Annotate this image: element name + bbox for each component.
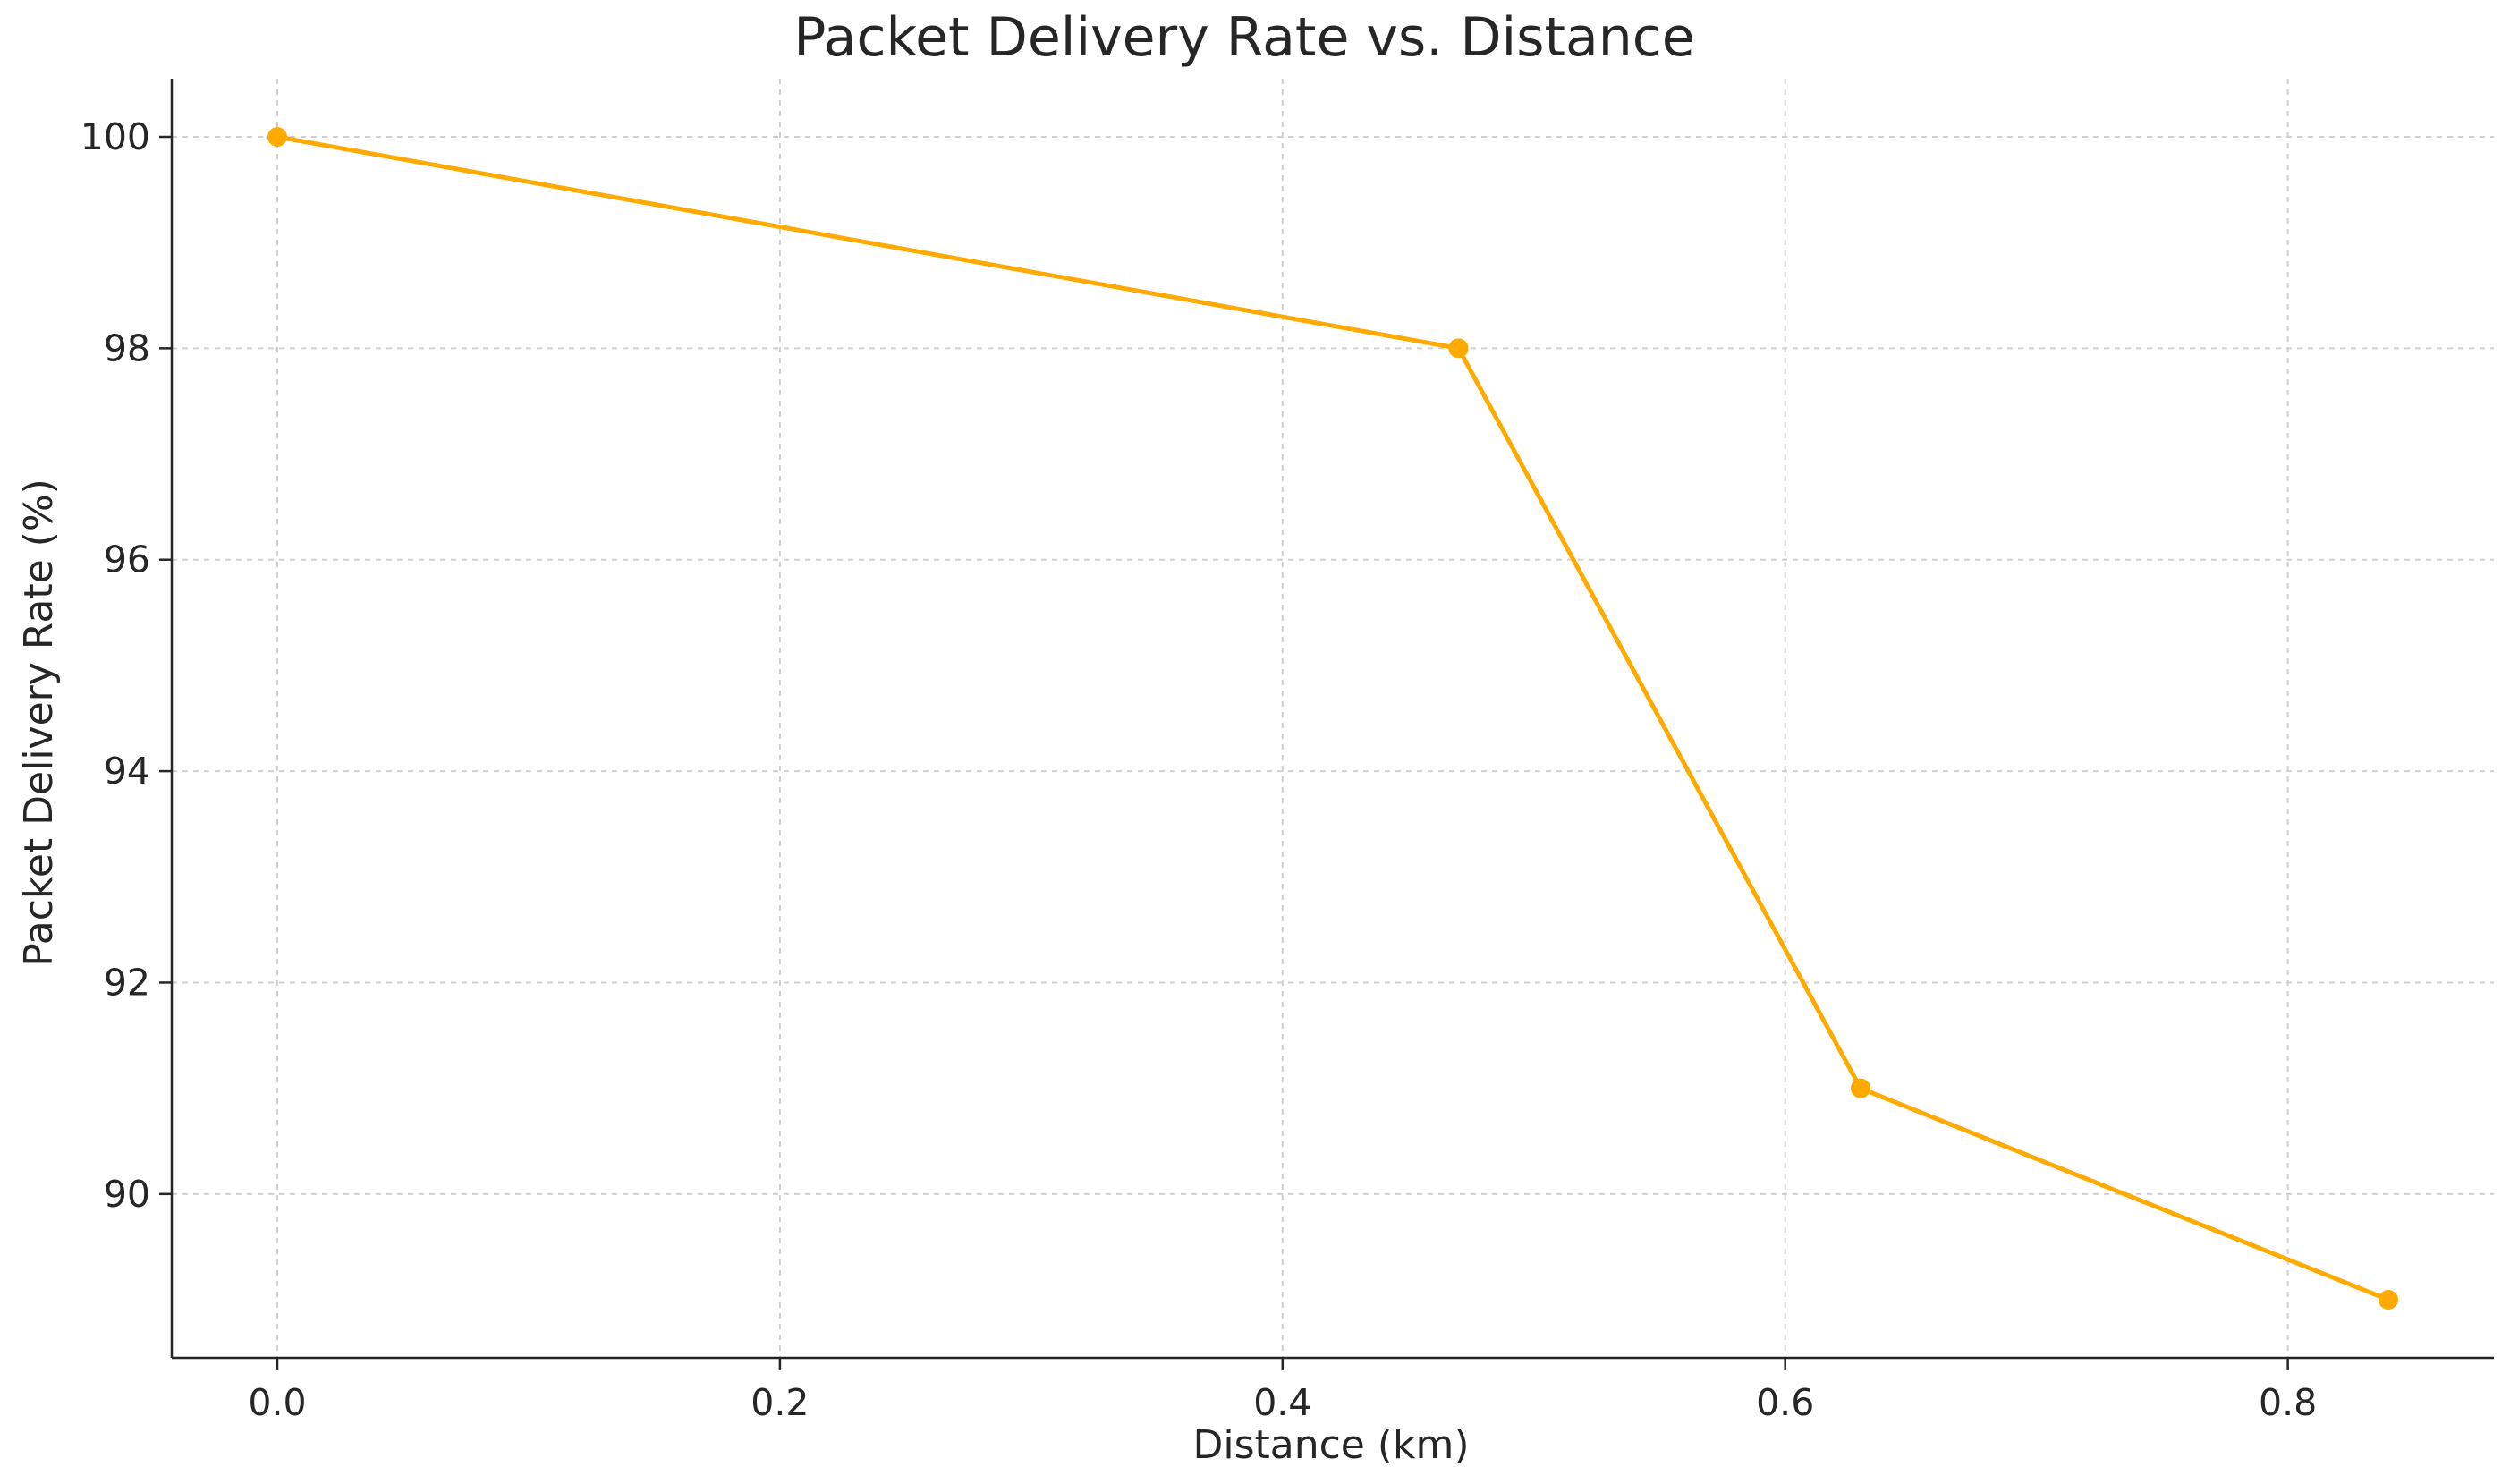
- series-layer: [267, 127, 2398, 1310]
- data-point: [1851, 1078, 1870, 1098]
- axes-spines: [170, 79, 2494, 1360]
- data-point: [267, 127, 287, 147]
- y-tick-label: 94: [104, 750, 150, 793]
- y-tick-label: 100: [81, 115, 150, 158]
- y-tick-label: 98: [104, 326, 150, 369]
- x-axis-label: Distance (km): [1192, 1422, 1469, 1468]
- y-axis-label: Packet Delivery Rate (%): [16, 479, 62, 967]
- chart-title: Packet Delivery Rate vs. Distance: [793, 6, 1694, 69]
- y-tick-label: 96: [104, 538, 150, 581]
- data-point: [1448, 338, 1469, 359]
- x-tick-label: 0.4: [1253, 1381, 1311, 1424]
- x-tick-label: 0.6: [1756, 1381, 1814, 1424]
- x-tick-label: 0.8: [2259, 1381, 2317, 1424]
- data-point: [2379, 1290, 2398, 1310]
- x-tick-label: 0.2: [750, 1381, 809, 1424]
- series-line: [275, 134, 2391, 1302]
- axis-ticks: 0.0 0.2 0.4 0.6 0.8 90 92 94 96 98 100: [81, 115, 2317, 1424]
- grid: [172, 79, 2494, 1358]
- x-tick-label: 0.0: [248, 1381, 306, 1424]
- y-tick-label: 92: [104, 961, 150, 1004]
- y-tick-label: 90: [104, 1173, 150, 1216]
